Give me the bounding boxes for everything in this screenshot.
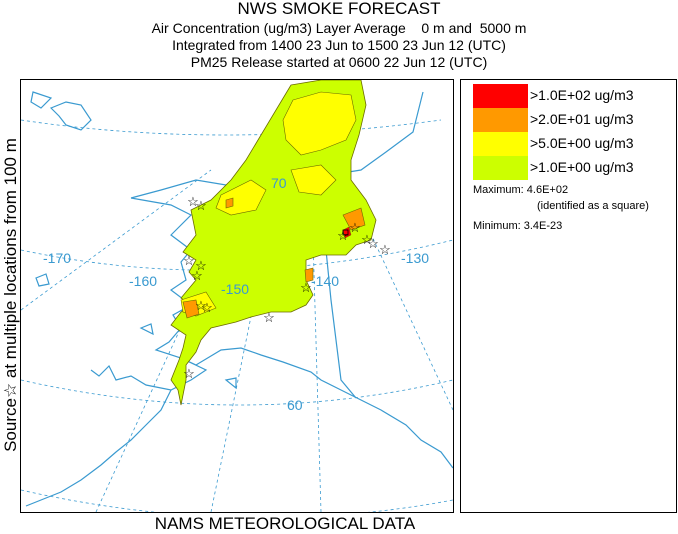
legend-item: >1.0E+02 ug/m3: [473, 84, 673, 108]
legend-label: >2.0E+01 ug/m3: [530, 111, 634, 127]
meteorological-data-label: NAMS METEOROLOGICAL DATA: [154, 514, 416, 533]
concentration-legend: >1.0E+02 ug/m3 >2.0E+01 ug/m3 >5.0E+00 u…: [460, 79, 677, 513]
legend-item: >2.0E+01 ug/m3: [473, 108, 673, 132]
islands: [35, 273, 237, 390]
longitude-line-160: [95, 174, 252, 512]
source-star: ☆: [201, 300, 213, 315]
latitude-line-65: [21, 239, 453, 271]
source-star: ☆: [191, 268, 203, 283]
legend-item: >1.0E+00 ug/m3: [473, 156, 673, 180]
west-coast: [90, 197, 208, 391]
concentration-subtitle: Air Concentration (ug/m3) Layer Average …: [151, 20, 527, 36]
maximum-square: [342, 229, 349, 236]
legend-label: >5.0E+00 ug/m3: [530, 135, 634, 151]
plume-level-20: [182, 197, 366, 319]
maximum-note: (identified as a square): [537, 200, 649, 212]
source-star: ☆: [195, 298, 207, 313]
peninsula-coast: [25, 389, 172, 507]
latitude-line-70: [21, 119, 442, 136]
source-star: ☆: [337, 228, 349, 243]
integration-period: Integrated from 1400 23 Jun to 1500 23 J…: [172, 37, 506, 53]
latitude-line-55: [21, 489, 453, 512]
legend-swatch-orange: [473, 108, 528, 132]
legend-label: >1.0E+02 ug/m3: [530, 87, 634, 103]
source-star: ☆: [367, 236, 379, 251]
map-canvas: ☆ ☆ ☆ ☆ ☆ ☆ ☆ ☆ ☆ ☆ ☆ ☆ ☆ ☆ ☆ -170 -160 …: [21, 80, 453, 512]
lat-label-60: 60: [287, 397, 303, 413]
latitude-line-60: [21, 379, 453, 406]
legend-swatch-red: [473, 84, 528, 108]
legend-label: >1.0E+00 ug/m3: [530, 159, 634, 175]
source-star: ☆: [349, 220, 361, 235]
legend-item: >5.0E+00 ug/m3: [473, 132, 673, 156]
lon-label-140: -140: [311, 273, 339, 289]
legend-swatch-yellow: [473, 132, 528, 156]
south-coast: [180, 347, 453, 469]
forecast-title: NWS SMOKE FORECAST: [237, 0, 441, 18]
plume-level-5: [180, 91, 357, 317]
source-star: ☆: [195, 198, 207, 213]
coastline: [25, 91, 453, 507]
source-star: ☆: [195, 258, 207, 273]
longitude-line-130: [340, 169, 453, 411]
source-star: ☆: [361, 232, 373, 247]
lon-label-130: -130: [401, 250, 429, 266]
lon-label-150: -150: [221, 281, 249, 297]
lon-label-170: -170: [43, 250, 71, 266]
release-start: PM25 Release started at 0600 22 Jun 12 (…: [190, 54, 488, 70]
source-star: ☆: [263, 310, 275, 325]
smoke-map: ☆ ☆ ☆ ☆ ☆ ☆ ☆ ☆ ☆ ☆ ☆ ☆ ☆ ☆ ☆ -170 -160 …: [20, 79, 454, 513]
lat-label-70: 70: [271, 175, 287, 191]
legend-swatch-lime: [473, 156, 528, 180]
source-star: ☆: [379, 242, 391, 257]
lon-label-160: -160: [129, 273, 157, 289]
source-markers: ☆ ☆ ☆ ☆ ☆ ☆ ☆ ☆ ☆ ☆ ☆ ☆ ☆ ☆ ☆: [183, 194, 391, 381]
longitude-line-170: [21, 169, 212, 311]
minimum-value: Minimum: 3.4E-23: [473, 220, 563, 232]
source-star: ☆: [187, 194, 199, 209]
source-star: ☆: [183, 253, 195, 268]
source-star: ☆: [183, 366, 195, 381]
coordinate-labels: -170 -160 -150 -140 -130 70 60: [43, 175, 429, 413]
maximum-value: Maximum: 4.6E+02: [473, 184, 569, 196]
source-star: ☆: [300, 280, 312, 295]
plume-level-1: [170, 80, 377, 406]
